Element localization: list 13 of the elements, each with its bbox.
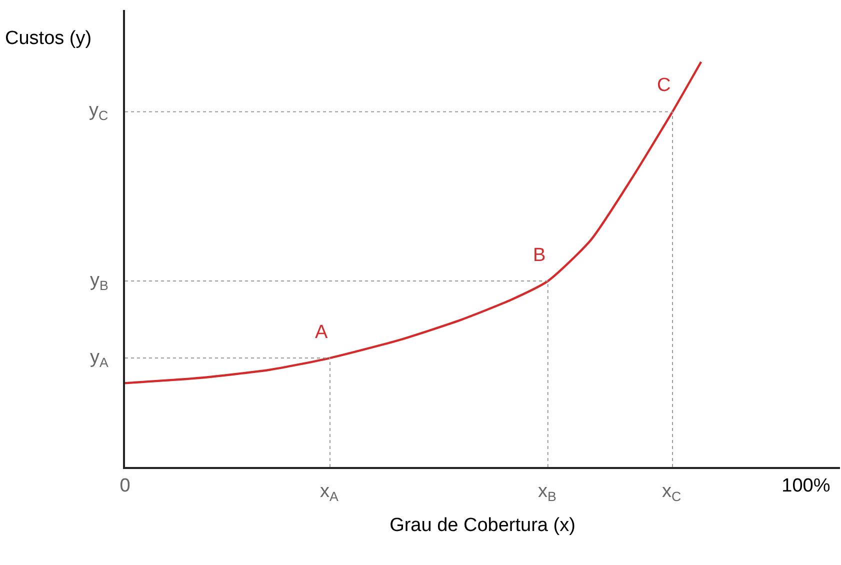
- x-tick-label: 100%: [782, 476, 830, 497]
- x-axis-title: Grau de Cobertura (x): [390, 514, 576, 536]
- ref-line-label: y$_{C}$: [89, 100, 108, 123]
- annotation: A: [315, 322, 328, 343]
- y-axis-title: Custos (y): [5, 28, 92, 49]
- x-tick-label: 0: [120, 476, 130, 497]
- ref-line-label: y$_{A}$: [90, 347, 108, 370]
- annotation: B: [533, 245, 546, 266]
- ref-line-label: x$_{B}$: [538, 481, 556, 504]
- annotation: C: [657, 75, 671, 96]
- ref-line-label: x$_{A}$: [320, 481, 338, 504]
- ref-line-label: x$_{C}$: [662, 481, 682, 504]
- ref-line-label: y$_{B}$: [90, 270, 108, 293]
